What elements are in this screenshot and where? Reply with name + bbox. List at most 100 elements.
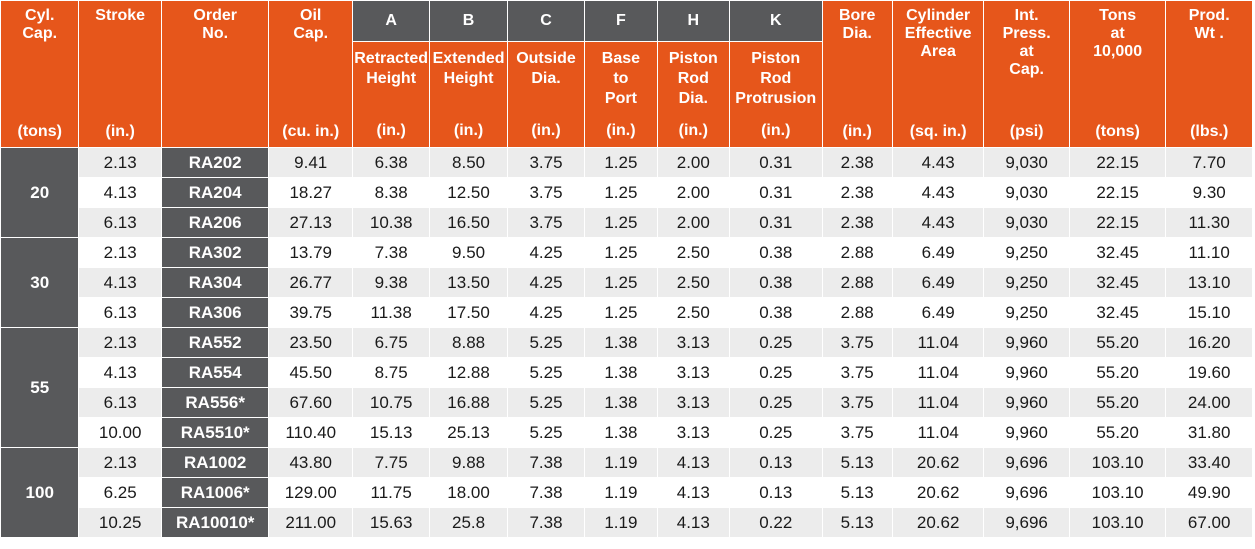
extended-height-cell: 8.88 [429, 327, 508, 358]
bore-dia-cell: 2.88 [821, 237, 893, 268]
order-no-cell: RA5510* [160, 417, 270, 448]
capacity-group-cell: 20 [0, 147, 80, 238]
oil-cap-cell: 43.80 [268, 447, 353, 478]
header-letter-f: F [584, 0, 658, 42]
order-no-cell: RA10010* [160, 507, 270, 538]
prod-wt-cell: 31.80 [1165, 417, 1253, 448]
tons-at-cell: 55.20 [1068, 417, 1167, 448]
header-base-to-port-unit: (in.) [606, 122, 636, 139]
outside-dia-cell: 7.38 [506, 507, 586, 538]
piston-rod-protrusion-cell: 0.25 [728, 417, 823, 448]
retracted-height-cell: 10.38 [351, 207, 431, 238]
stroke-cell: 10.00 [78, 417, 162, 448]
base-to-port-cell: 1.25 [584, 147, 658, 178]
table-row: 100 2.13 RA1002 43.80 7.75 9.88 7.38 1.19 4.13 0.… [0, 447, 1253, 538]
extended-height-cell: 13.50 [429, 267, 508, 298]
header-cyl-cap-unit: (tons) [17, 123, 62, 140]
stroke-cell: 6.13 [78, 387, 162, 418]
tons-at-cell: 55.20 [1068, 357, 1167, 388]
piston-rod-protrusion-cell: 0.31 [728, 177, 823, 208]
header-piston-rod-protrusion-title: Piston Rod Protrusion [735, 50, 817, 107]
header-prod-wt: Prod. Wt . (lbs.) [1165, 0, 1253, 148]
outside-dia-cell: 5.25 [506, 417, 586, 448]
order-no-cell: RA554 [160, 357, 270, 388]
piston-rod-dia-cell: 4.13 [656, 447, 730, 478]
header-extended-height-unit: (in.) [453, 122, 484, 139]
header-prod-wt-unit: (lbs.) [1190, 123, 1229, 140]
header-letter-h: H [656, 0, 730, 42]
header-piston-rod-protrusion-unit: (in.) [761, 122, 791, 139]
int-press-cell: 9,960 [983, 357, 1070, 388]
prod-wt-cell: 7.70 [1165, 147, 1253, 178]
stroke-cell: 4.13 [78, 267, 162, 298]
order-no-cell: RA1006* [160, 477, 270, 508]
header-retracted-height: Retracted Height (in.) [351, 41, 431, 148]
effective-area-cell: 6.49 [891, 237, 985, 268]
effective-area-cell: 4.43 [891, 207, 985, 238]
tons-at-cell: 32.45 [1068, 237, 1167, 268]
retracted-height-cell: 8.75 [351, 357, 431, 388]
tons-at-cell: 32.45 [1068, 267, 1167, 298]
header-prod-wt-title: Prod. Wt . [1188, 7, 1230, 42]
base-to-port-cell: 1.38 [584, 417, 658, 448]
order-no-cell: RA304 [160, 267, 270, 298]
header-letter-c: C [506, 0, 586, 42]
header-outside-dia-title: Outside Dia. [516, 50, 576, 87]
int-press-cell: 9,250 [983, 237, 1070, 268]
extended-height-cell: 25.8 [429, 507, 508, 538]
piston-rod-dia-cell: 2.00 [656, 147, 730, 178]
tons-at-cell: 22.15 [1068, 177, 1167, 208]
tons-at-cell: 103.10 [1068, 507, 1167, 538]
capacity-group-cell: 100 [0, 447, 80, 538]
outside-dia-cell: 5.25 [506, 327, 586, 358]
bore-dia-cell: 2.38 [821, 147, 893, 178]
header-effective-area: Cylinder Effective Area (sq. in.) [891, 0, 985, 148]
header-stroke-unit: (in.) [105, 123, 135, 140]
table-row: 6.13 RA556* 67.60 10.75 16.88 5.25 1.38 3.13 0.2… [1, 387, 1253, 418]
stroke-cell: 6.25 [78, 477, 162, 508]
piston-rod-dia-cell: 2.50 [656, 237, 730, 268]
header-int-press-title: Int. Press. at Cap. [1002, 7, 1051, 78]
bore-dia-cell: 2.88 [821, 267, 893, 298]
bore-dia-cell: 2.38 [821, 177, 893, 208]
base-to-port-cell: 1.19 [584, 477, 658, 508]
int-press-cell: 9,250 [983, 267, 1070, 298]
header-outside-dia: Outside Dia. (in.) [506, 41, 586, 148]
piston-rod-dia-cell: 4.13 [656, 507, 730, 538]
retracted-height-cell: 11.38 [351, 297, 431, 328]
bore-dia-cell: 3.75 [821, 357, 893, 388]
header-bore-dia: Bore Dia. (in.) [821, 0, 893, 148]
retracted-height-cell: 15.63 [351, 507, 431, 538]
oil-cap-cell: 129.00 [268, 477, 353, 508]
header-oil-cap-unit: (cu. in.) [282, 123, 340, 140]
header-effective-area-title: Cylinder Effective Area [904, 7, 972, 60]
table-body: 20 2.13 RA202 9.41 6.38 8.50 3.75 1.25 2.00 0.31 2… [0, 147, 1253, 538]
tons-at-cell: 55.20 [1068, 327, 1167, 358]
cylinder-spec-table: Cyl. Cap. (tons) Stroke (in.) Order No. … [0, 0, 1253, 538]
effective-area-cell: 4.43 [891, 177, 985, 208]
header-tons-at-title: Tons at 10,000 [1093, 7, 1143, 60]
header-cyl-cap-title: Cyl. Cap. [22, 7, 58, 42]
retracted-height-cell: 7.75 [351, 447, 431, 478]
piston-rod-protrusion-cell: 0.22 [728, 507, 823, 538]
outside-dia-cell: 5.25 [506, 387, 586, 418]
bore-dia-cell: 2.88 [821, 297, 893, 328]
tons-at-cell: 22.15 [1068, 207, 1167, 238]
int-press-cell: 9,696 [983, 477, 1070, 508]
prod-wt-cell: 67.00 [1165, 507, 1253, 538]
header-stroke-title: Stroke [95, 7, 146, 24]
int-press-cell: 9,030 [983, 207, 1070, 238]
prod-wt-cell: 9.30 [1165, 177, 1253, 208]
outside-dia-cell: 3.75 [506, 177, 586, 208]
stroke-cell: 2.13 [78, 447, 162, 478]
int-press-cell: 9,960 [983, 387, 1070, 418]
extended-height-cell: 12.50 [429, 177, 508, 208]
piston-rod-dia-cell: 2.50 [656, 297, 730, 328]
header-outside-dia-unit: (in.) [531, 122, 561, 139]
table-row: 10.25 RA10010* 211.00 15.63 25.8 7.38 1.19 4.13… [1, 507, 1253, 538]
extended-height-cell: 9.88 [429, 447, 508, 478]
retracted-height-cell: 9.38 [351, 267, 431, 298]
order-no-cell: RA556* [160, 387, 270, 418]
piston-rod-dia-cell: 3.13 [656, 327, 730, 358]
oil-cap-cell: 67.60 [268, 387, 353, 418]
